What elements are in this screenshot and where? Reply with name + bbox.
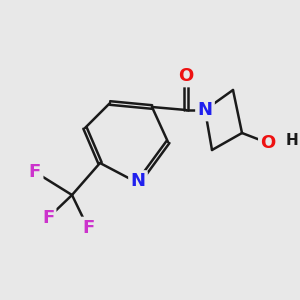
Text: N: N [197, 101, 212, 119]
Text: F: F [42, 209, 54, 227]
Text: F: F [29, 163, 41, 181]
Text: H: H [286, 134, 298, 148]
Text: O: O [260, 134, 276, 152]
Text: N: N [130, 172, 146, 190]
Text: O: O [178, 67, 194, 85]
Text: F: F [82, 219, 94, 237]
